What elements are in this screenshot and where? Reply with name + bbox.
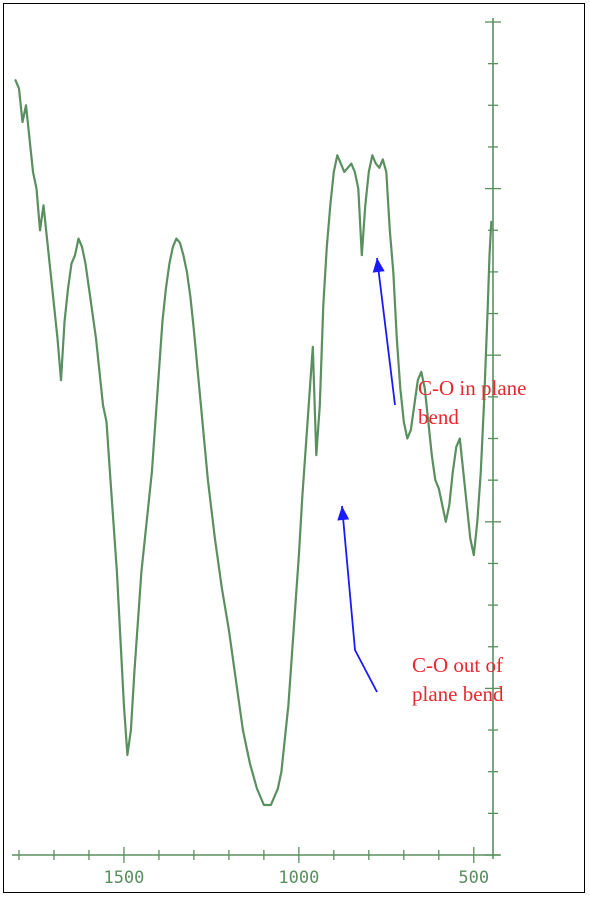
annotation-1-line-1: plane bend (412, 682, 504, 706)
arrow-in-plane-shaft (376, 257, 396, 406)
x-tick-label-1500: 1500 (103, 868, 144, 888)
annotation-1-line-0: C-O out of (412, 653, 503, 677)
x-tick-label-1000: 1000 (278, 868, 319, 888)
chart-frame (3, 3, 585, 893)
arrow-in-plane-head (372, 258, 385, 273)
arrow-out-of-plane-head (337, 506, 350, 521)
axes-group (12, 18, 500, 859)
annotations-group: C-O in plane bend C-O out of plane bend (412, 376, 526, 706)
x-tick-label-500: 500 (458, 868, 489, 888)
arrow-out-of-plane-shaft (341, 505, 378, 693)
ticks-group: 1500 1000 500 (18, 21, 501, 888)
spectrum-series-line (14, 79, 493, 807)
annotation-0-line-0: C-O in plane (418, 376, 526, 400)
annotation-arrows (337, 257, 396, 693)
annotation-0-line-1: bend (418, 405, 459, 429)
